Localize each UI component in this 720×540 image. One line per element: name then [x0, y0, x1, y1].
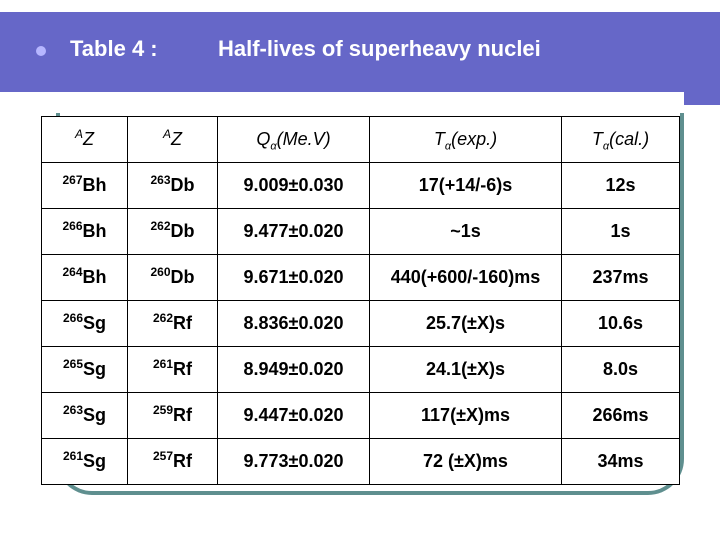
- daughter-nucleus-cell: 262Rf: [127, 300, 218, 347]
- parent-nucleus-cell: 265Sg: [41, 346, 128, 393]
- t-cal-cell: 12s: [561, 162, 680, 209]
- t-exp-cell: 25.7(±X)s: [369, 300, 562, 347]
- t-cal-cell: 10.6s: [561, 300, 680, 347]
- parent-nucleus-cell: 266Sg: [41, 300, 128, 347]
- t-cal-cell: 34ms: [561, 438, 680, 485]
- q-value-cell: 9.773±0.020: [217, 438, 370, 485]
- col-header-t-exp: Tα(exp.): [369, 116, 562, 163]
- table-row: 266Bh 262Db 9.477±0.020 ~1s 1s: [41, 208, 680, 255]
- q-value-cell: 9.447±0.020: [217, 392, 370, 439]
- t-cal-cell: 1s: [561, 208, 680, 255]
- q-value-cell: 9.477±0.020: [217, 208, 370, 255]
- header-band-corner: [672, 0, 720, 105]
- daughter-nucleus-cell: 263Db: [127, 162, 218, 209]
- daughter-nucleus-cell: 260Db: [127, 254, 218, 301]
- daughter-nucleus-cell: 261Rf: [127, 346, 218, 393]
- daughter-nucleus-cell: 262Db: [127, 208, 218, 255]
- q-value-cell: 8.836±0.020: [217, 300, 370, 347]
- t-exp-cell: 24.1(±X)s: [369, 346, 562, 393]
- t-exp-cell: ~1s: [369, 208, 562, 255]
- header-band: [0, 12, 695, 92]
- col-header-q-value: Qα(Me.V): [217, 116, 370, 163]
- daughter-nucleus-cell: 257Rf: [127, 438, 218, 485]
- parent-nucleus-cell: 261Sg: [41, 438, 128, 485]
- table-row: 267Bh 263Db 9.009±0.030 17(+14/-6)s 12s: [41, 162, 680, 209]
- header-gap: [634, 92, 684, 105]
- col-header-t-cal: Tα(cal.): [561, 116, 680, 163]
- parent-nucleus-cell: 264Bh: [41, 254, 128, 301]
- q-value-cell: 9.671±0.020: [217, 254, 370, 301]
- half-lives-table: AZ AZ Qα(Me.V) Tα(exp.) Tα(cal.) 267Bh 2…: [41, 116, 680, 485]
- q-value-cell: 8.949±0.020: [217, 346, 370, 393]
- page-title: Half-lives of superheavy nuclei: [218, 36, 541, 61]
- t-cal-cell: 8.0s: [561, 346, 680, 393]
- table-number-title: Table 4 :: [70, 36, 158, 61]
- header-rule: [0, 93, 637, 96]
- t-exp-cell: 117(±X)ms: [369, 392, 562, 439]
- table-row: 261Sg 257Rf 9.773±0.020 72 (±X)ms 34ms: [41, 438, 680, 485]
- table-row: 266Sg 262Rf 8.836±0.020 25.7(±X)s 10.6s: [41, 300, 680, 347]
- parent-nucleus-cell: 267Bh: [41, 162, 128, 209]
- table-header-row: AZ AZ Qα(Me.V) Tα(exp.) Tα(cal.): [41, 116, 680, 163]
- t-cal-cell: 237ms: [561, 254, 680, 301]
- col-header-parent: AZ: [41, 116, 128, 163]
- t-exp-cell: 72 (±X)ms: [369, 438, 562, 485]
- t-exp-cell: 17(+14/-6)s: [369, 162, 562, 209]
- circle-bullet-icon: [36, 46, 46, 56]
- table-row: 263Sg 259Rf 9.447±0.020 117(±X)ms 266ms: [41, 392, 680, 439]
- t-exp-cell: 440(+600/-160)ms: [369, 254, 562, 301]
- q-value-cell: 9.009±0.030: [217, 162, 370, 209]
- t-cal-cell: 266ms: [561, 392, 680, 439]
- parent-nucleus-cell: 263Sg: [41, 392, 128, 439]
- table-row: 264Bh 260Db 9.671±0.020 440(+600/-160)ms…: [41, 254, 680, 301]
- header-notch: [672, 0, 720, 12]
- parent-nucleus-cell: 266Bh: [41, 208, 128, 255]
- table-row: 265Sg 261Rf 8.949±0.020 24.1(±X)s 8.0s: [41, 346, 680, 393]
- daughter-nucleus-cell: 259Rf: [127, 392, 218, 439]
- col-header-daughter: AZ: [127, 116, 218, 163]
